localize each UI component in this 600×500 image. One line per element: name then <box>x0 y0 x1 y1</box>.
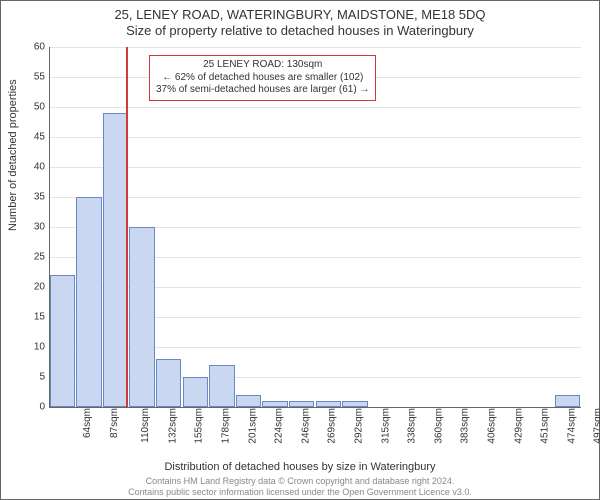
reference-line <box>126 47 128 407</box>
grid-line <box>49 107 581 108</box>
x-tick-label: 64sqm <box>82 408 93 438</box>
footer-line-2: Contains public sector information licen… <box>1 487 599 497</box>
x-tick-label: 338sqm <box>407 408 418 444</box>
histogram-bar <box>262 401 287 407</box>
x-tick-label: 201sqm <box>247 408 258 444</box>
x-tick-label: 246sqm <box>300 408 311 444</box>
histogram-bar <box>183 377 208 407</box>
histogram-bar <box>209 365 234 407</box>
grid-line <box>49 47 581 48</box>
y-tick-label: 50 <box>34 102 45 113</box>
plot-area: 05101520253035404550556064sqm87sqm110sqm… <box>49 47 581 407</box>
attribution-footer: Contains HM Land Registry data © Crown c… <box>1 476 599 497</box>
x-tick-label: 178sqm <box>221 408 232 444</box>
histogram-bar <box>129 227 154 407</box>
x-tick-label: 132sqm <box>167 408 178 444</box>
grid-line <box>49 167 581 168</box>
footer-line-1: Contains HM Land Registry data © Crown c… <box>1 476 599 486</box>
y-tick-label: 60 <box>34 42 45 53</box>
chart: 05101520253035404550556064sqm87sqm110sqm… <box>49 47 581 407</box>
y-tick-label: 5 <box>39 372 45 383</box>
annotation-line: ← 62% of detached houses are smaller (10… <box>156 72 369 85</box>
histogram-bar <box>289 401 314 407</box>
histogram-bar <box>342 401 367 407</box>
x-tick-label: 429sqm <box>513 408 524 444</box>
y-tick-label: 30 <box>34 222 45 233</box>
x-tick-label: 497sqm <box>593 408 600 444</box>
x-tick-label: 87sqm <box>109 408 120 438</box>
x-tick-label: 155sqm <box>194 408 205 444</box>
annotation-line: 37% of semi-detached houses are larger (… <box>156 84 369 97</box>
annotation-box: 25 LENEY ROAD: 130sqm← 62% of detached h… <box>149 55 376 101</box>
y-tick-label: 15 <box>34 312 45 323</box>
y-axis-label: Number of detached properties <box>7 79 19 231</box>
histogram-bar <box>236 395 261 407</box>
histogram-bar <box>50 275 75 407</box>
histogram-bar <box>156 359 181 407</box>
x-tick-label: 383sqm <box>460 408 471 444</box>
grid-line <box>49 137 581 138</box>
x-tick-label: 406sqm <box>487 408 498 444</box>
title-block: 25, LENEY ROAD, WATERINGBURY, MAIDSTONE,… <box>1 1 599 40</box>
histogram-bar <box>555 395 580 407</box>
x-axis-label: Distribution of detached houses by size … <box>1 461 599 473</box>
y-tick-label: 45 <box>34 132 45 143</box>
y-tick-label: 55 <box>34 72 45 83</box>
grid-line <box>49 407 581 408</box>
x-tick-label: 110sqm <box>140 408 151 443</box>
y-axis-line <box>49 47 50 407</box>
x-tick-label: 224sqm <box>274 408 285 444</box>
x-tick-label: 269sqm <box>327 408 338 444</box>
y-tick-label: 0 <box>39 402 45 413</box>
x-tick-label: 292sqm <box>354 408 365 444</box>
y-tick-label: 40 <box>34 162 45 173</box>
y-tick-label: 10 <box>34 342 45 353</box>
y-tick-label: 20 <box>34 282 45 293</box>
grid-line <box>49 197 581 198</box>
page: 25, LENEY ROAD, WATERINGBURY, MAIDSTONE,… <box>0 0 600 500</box>
histogram-bar <box>103 113 128 407</box>
x-tick-label: 360sqm <box>433 408 444 444</box>
y-tick-label: 35 <box>34 192 45 203</box>
title-subtitle: Size of property relative to detached ho… <box>1 23 599 39</box>
x-tick-label: 474sqm <box>566 408 577 444</box>
histogram-bar <box>76 197 101 407</box>
x-tick-label: 315sqm <box>380 408 391 444</box>
y-tick-label: 25 <box>34 252 45 263</box>
histogram-bar <box>316 401 341 407</box>
title-address: 25, LENEY ROAD, WATERINGBURY, MAIDSTONE,… <box>1 7 599 23</box>
x-tick-label: 451sqm <box>540 408 551 444</box>
annotation-line: 25 LENEY ROAD: 130sqm <box>156 59 369 72</box>
